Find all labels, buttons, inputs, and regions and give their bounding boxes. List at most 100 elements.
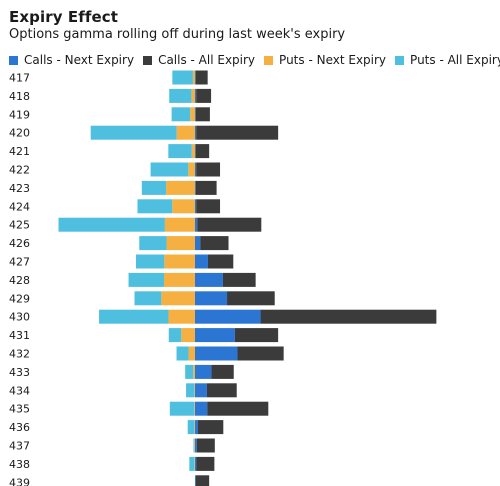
legend-swatch-calls-all xyxy=(143,55,153,65)
bar-calls-all-expiry xyxy=(237,346,284,361)
bar-puts-all-expiry xyxy=(187,420,195,435)
bar-puts-all-expiry xyxy=(128,272,165,287)
bar-calls-all-expiry xyxy=(196,199,221,214)
legend: Calls - Next Expiry Calls - All Expiry P… xyxy=(9,53,500,67)
bar-calls-next-expiry xyxy=(195,254,208,269)
bar-puts-all-expiry xyxy=(141,180,167,195)
bar-calls-next-expiry xyxy=(195,180,196,195)
y-tick-label: 421 xyxy=(9,145,30,158)
bar-puts-next-expiry xyxy=(168,309,195,324)
bar-puts-next-expiry xyxy=(176,125,195,140)
bar-calls-all-expiry xyxy=(195,144,210,159)
bar-puts-next-expiry xyxy=(194,401,195,416)
y-tick-label: 428 xyxy=(9,274,30,287)
bar-puts-next-expiry xyxy=(172,199,195,214)
bar-puts-next-expiry xyxy=(188,162,195,177)
y-tick-label: 423 xyxy=(9,182,30,195)
bar-calls-next-expiry xyxy=(195,364,212,379)
bar-puts-all-expiry xyxy=(169,88,192,103)
y-tick-label: 417 xyxy=(9,72,30,85)
bar-puts-next-expiry xyxy=(191,88,195,103)
bar-puts-all-expiry xyxy=(168,144,192,159)
bar-calls-next-expiry xyxy=(195,456,197,471)
legend-item-puts-all: Puts - All Expiry xyxy=(395,53,500,67)
bar-puts-all-expiry xyxy=(189,456,195,471)
bar-calls-all-expiry xyxy=(234,328,279,343)
y-tick-label: 435 xyxy=(9,403,30,416)
bar-calls-all-expiry xyxy=(207,401,269,416)
y-tick-label: 420 xyxy=(9,127,30,140)
bar-calls-all-expiry xyxy=(196,456,215,471)
legend-label-calls-next: Calls - Next Expiry xyxy=(24,53,135,67)
bar-puts-all-expiry xyxy=(169,401,195,416)
bar-puts-next-expiry xyxy=(194,456,195,471)
bar-puts-all-expiry xyxy=(58,217,165,232)
bar-calls-next-expiry xyxy=(195,291,228,306)
bar-puts-next-expiry xyxy=(181,328,195,343)
bar-puts-all-expiry xyxy=(90,125,177,140)
bar-puts-next-expiry xyxy=(192,70,195,85)
bar-calls-next-expiry xyxy=(195,346,238,361)
y-tick-label: 429 xyxy=(9,292,30,305)
legend-label-puts-next: Puts - Next Expiry xyxy=(279,53,387,67)
bar-calls-all-expiry xyxy=(197,420,224,435)
bar-calls-next-expiry xyxy=(195,420,198,435)
legend-item-calls-all: Calls - All Expiry xyxy=(143,53,255,67)
y-tick-label: 427 xyxy=(9,256,30,269)
bar-calls-next-expiry xyxy=(195,401,208,416)
y-tick-label: 432 xyxy=(9,348,30,361)
bar-calls-all-expiry xyxy=(196,125,279,140)
bar-puts-next-expiry xyxy=(188,346,195,361)
bar-calls-next-expiry xyxy=(195,475,196,486)
bar-calls-all-expiry xyxy=(196,88,212,103)
bar-calls-next-expiry xyxy=(195,107,196,122)
bar-calls-next-expiry xyxy=(195,309,261,324)
bar-puts-all-expiry xyxy=(135,254,165,269)
bar-puts-next-expiry xyxy=(194,383,195,398)
legend-item-puts-next: Puts - Next Expiry xyxy=(264,53,386,67)
bar-calls-all-expiry xyxy=(211,364,234,379)
bar-calls-next-expiry xyxy=(195,144,196,159)
bar-calls-all-expiry xyxy=(196,162,221,177)
bar-puts-all-expiry xyxy=(176,346,189,361)
y-tick-label: 439 xyxy=(9,476,30,486)
bar-puts-next-expiry xyxy=(193,364,195,379)
y-tick-label: 424 xyxy=(9,200,30,213)
bar-calls-all-expiry xyxy=(195,70,208,85)
chart-title: Expiry Effect xyxy=(9,8,119,26)
bar-calls-next-expiry xyxy=(195,199,197,214)
y-tick-label: 437 xyxy=(9,440,30,453)
y-tick-label: 431 xyxy=(9,329,30,342)
bar-puts-all-expiry xyxy=(186,383,195,398)
bar-puts-all-expiry xyxy=(193,438,195,453)
bar-puts-all-expiry xyxy=(99,309,169,324)
bar-calls-next-expiry xyxy=(195,70,196,85)
bar-calls-all-expiry xyxy=(195,107,210,122)
bar-puts-all-expiry xyxy=(168,328,182,343)
bar-puts-all-expiry xyxy=(172,70,193,85)
bar-calls-all-expiry xyxy=(227,291,275,306)
y-tick-label: 422 xyxy=(9,164,30,177)
bar-puts-next-expiry xyxy=(190,107,195,122)
bar-calls-all-expiry xyxy=(222,272,256,287)
bar-puts-all-expiry xyxy=(139,236,167,251)
legend-swatch-calls-next xyxy=(9,55,18,65)
legend-label-calls-all: Calls - All Expiry xyxy=(158,53,256,67)
y-tick-label: 433 xyxy=(9,366,30,379)
y-tick-label: 425 xyxy=(9,219,30,232)
bar-calls-next-expiry xyxy=(195,438,197,453)
bar-puts-next-expiry xyxy=(166,180,195,195)
bar-calls-all-expiry xyxy=(260,309,437,324)
bar-puts-next-expiry xyxy=(194,420,195,435)
bar-calls-all-expiry xyxy=(207,254,234,269)
bar-puts-next-expiry xyxy=(164,254,195,269)
y-tick-label: 426 xyxy=(9,237,30,250)
bar-puts-all-expiry xyxy=(171,107,191,122)
y-tick-label: 419 xyxy=(9,108,30,121)
bar-puts-next-expiry xyxy=(164,272,195,287)
bar-puts-all-expiry xyxy=(185,364,194,379)
bar-puts-next-expiry xyxy=(191,144,195,159)
bar-calls-all-expiry xyxy=(195,475,210,486)
bar-puts-all-expiry xyxy=(137,199,173,214)
